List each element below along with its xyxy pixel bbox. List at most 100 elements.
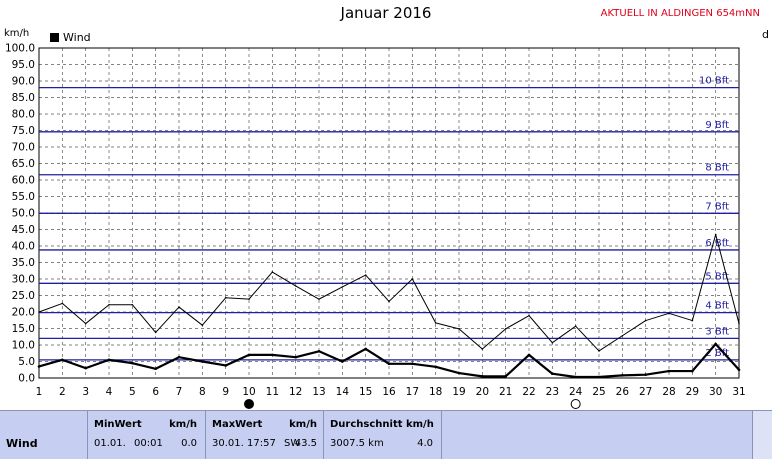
x-tick-label: 31 [732,386,745,398]
wind-gust-point [668,312,670,315]
wind-mean-point [364,347,367,351]
min-time: 00:01 [134,438,163,449]
average-value: 4.0 [417,438,433,449]
wind-mean-point [411,362,414,366]
stats-scrollbar[interactable] [752,411,772,459]
x-tick-label: 22 [522,386,535,398]
wind-gust-point [644,319,647,322]
x-tick-label: 20 [476,386,489,398]
x-tick-label: 15 [359,386,372,398]
x-tick-label: 6 [152,386,159,398]
x-tick-label: 27 [639,386,652,398]
y-tick-label: 50.0 [12,208,35,220]
wind-mean-point [737,368,741,372]
y-tick-label: 100.0 [5,43,35,55]
beaufort-label: 10 Bft [699,76,729,87]
x-tick-label: 29 [686,386,699,398]
stats-row-label: Wind [6,437,38,450]
wind-gust-point [738,322,740,325]
x-tick-label: 25 [592,386,605,398]
wind-mean-point [597,375,601,379]
x-tick-label: 8 [199,386,206,398]
wind-gust-point [574,325,577,327]
wind-gust-point [224,297,227,299]
x-tick-label: 23 [546,386,559,398]
wind-mean-point [247,353,251,357]
y-tick-label: 65.0 [12,158,35,170]
stats-max-cell: MaxWert km/h 30.01. 17:57 SW 43.5 [206,411,324,459]
wind-gust-point [108,303,110,306]
legend: Wind [50,31,91,44]
chart-title: Januar 2016 [340,4,432,22]
beaufort-label: 2 Bft [705,348,729,359]
x-tick-label: 24 [569,386,583,398]
x-tick-label: 13 [312,386,325,398]
wind-gust-point [84,322,87,325]
wind-mean-point [37,365,41,368]
wind-gust-point [504,328,507,330]
wind-gust-point [131,303,134,306]
y-tick-label: 85.0 [12,92,35,104]
stats-min-cell: MinWert km/h 01.01. 00:01 0.0 [88,411,206,459]
x-tick-label: 28 [662,386,675,398]
wind-mean-point [387,362,391,366]
y-tick-label: 45.0 [12,224,35,236]
wind-mean-point [177,355,181,359]
wind-gust-point [388,300,390,303]
wind-mean-point [271,353,274,357]
max-unit: km/h [289,419,317,430]
wind-mean-point [294,355,297,359]
wind-mean-point [481,375,484,378]
min-value: 0.0 [181,438,197,449]
x-tick-label: 19 [452,386,465,398]
cropped-edge-letter: d [762,28,769,41]
y-tick-label: 10.0 [12,340,35,352]
x-tick-label: 21 [499,386,512,398]
beaufort-label: 7 Bft [705,201,729,212]
wind-gust-point [364,274,367,276]
wind-mean-point [131,361,134,365]
wind-mean-point [224,364,227,367]
wind-gust-point [411,278,414,280]
beaufort-label: 8 Bft [705,163,729,174]
x-tick-label: 17 [406,386,419,398]
y-tick-label: 90.0 [12,76,35,88]
x-tick-label: 3 [82,386,89,398]
wind-gust-point [598,350,600,352]
wind-mean-point [504,375,507,378]
x-tick-label: 2 [59,386,66,398]
y-tick-label: 60.0 [12,175,35,187]
wind-gust-point [481,348,484,350]
stats-average-cell: Durchschnitt km/h 3007.5 km 4.0 [324,411,442,459]
wind-mean-point [61,358,64,362]
y-tick-label: 0.0 [18,373,35,385]
y-tick-label: 25.0 [12,290,35,302]
wind-gust-point [551,341,554,344]
wind-gust-point [318,298,320,300]
wind-mean-point [201,360,204,363]
beaufort-label: 4 Bft [705,301,729,312]
average-header: Durchschnitt km/h [330,419,434,430]
wind-mean-point [621,374,624,377]
x-tick-label: 10 [242,386,255,398]
y-tick-label: 20.0 [12,307,35,319]
legend-swatch [50,33,59,42]
wind-mean-point [551,372,554,376]
y-tick-label: 15.0 [12,323,35,335]
x-tick-label: 9 [222,386,229,398]
wind-mean-point [107,358,111,362]
x-tick-label: 11 [266,386,279,398]
wind-mean-point [527,353,531,357]
wind-mean-point [574,375,577,379]
y-tick-label: 70.0 [12,142,35,154]
wind-mean-point [457,371,461,375]
wind-gust-point [458,328,460,330]
wind-mean-point [434,365,437,369]
y-tick-label: 40.0 [12,241,35,253]
wind-gust-point [61,302,64,305]
wind-mean-point [714,342,717,346]
full-moon-icon [570,399,581,409]
x-tick-label: 5 [129,386,136,398]
beaufort-label: 9 Bft [705,120,729,131]
min-header: MinWert [94,419,142,430]
